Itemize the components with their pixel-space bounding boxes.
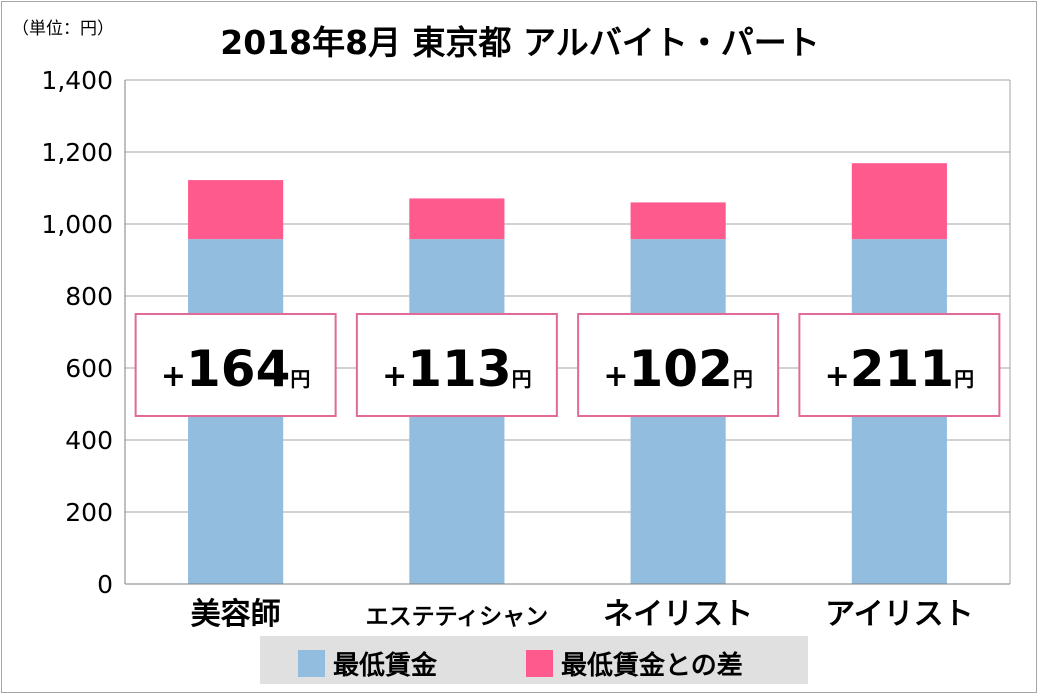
bar-difference — [409, 198, 505, 240]
callout-sign: + — [382, 359, 407, 394]
callout-value: 164 — [186, 340, 290, 398]
callout-value: 102 — [629, 340, 733, 398]
y-tick-label: 1,200 — [41, 138, 113, 167]
legend-label-difference: 最低賃金との差 — [561, 651, 743, 681]
y-tick-label: 400 — [65, 426, 113, 455]
x-category-label: 美容師 — [191, 597, 281, 632]
y-tick-label: 1,000 — [41, 210, 113, 239]
callout-unit: 円 — [733, 367, 753, 391]
legend-item-difference: 最低賃金との差 — [526, 645, 743, 682]
callout-unit: 円 — [512, 367, 532, 391]
callout-value: 113 — [407, 340, 511, 398]
legend: 最低賃金 最低賃金との差 — [260, 636, 808, 684]
difference-callout-text: +211円 — [825, 340, 975, 398]
y-tick-label: 200 — [65, 498, 113, 527]
legend-label-minimum-wage: 最低賃金 — [333, 651, 438, 681]
axes: 0 200 400 600 800 1,000 1,200 1,400 美容師 エステティシャン ネ… — [41, 66, 1011, 632]
callout-unit: 円 — [954, 367, 974, 391]
bar-difference — [630, 202, 726, 240]
difference-callout-box — [134, 313, 337, 417]
bar-difference — [851, 163, 947, 240]
difference-callout-box — [577, 313, 780, 417]
unit-label: （単位：円） — [12, 19, 114, 39]
legend-swatch-difference — [526, 650, 553, 677]
y-tick-label: 0 — [97, 570, 113, 599]
difference-callout-box — [355, 313, 558, 417]
callout-sign: + — [603, 359, 628, 394]
x-category-label: エステティシャン — [366, 604, 549, 630]
legend-swatch-minimum-wage — [298, 650, 325, 677]
difference-callout-box — [798, 313, 1001, 417]
legend-item-minimum-wage: 最低賃金 — [298, 645, 437, 682]
callout-sign: + — [825, 359, 850, 394]
difference-callouts: +164円 +113円 +102円 +211円 — [134, 313, 1001, 417]
y-tick-label: 800 — [65, 282, 113, 311]
y-tick-label: 1,400 — [41, 66, 113, 95]
y-tick-label: 600 — [65, 354, 113, 383]
callout-unit: 円 — [290, 367, 310, 391]
chart-title: 2018年8月 東京都 アルバイト・パート — [220, 23, 820, 62]
x-category-label: アイリスト — [825, 597, 974, 632]
callout-sign: + — [161, 359, 186, 394]
x-category-label: ネイリスト — [603, 597, 753, 632]
difference-callout-text: +164円 — [161, 340, 311, 398]
difference-callout-text: +102円 — [603, 340, 753, 398]
difference-callout-text: +113円 — [382, 340, 532, 398]
bar-difference — [188, 180, 284, 240]
callout-value: 211 — [850, 340, 954, 398]
